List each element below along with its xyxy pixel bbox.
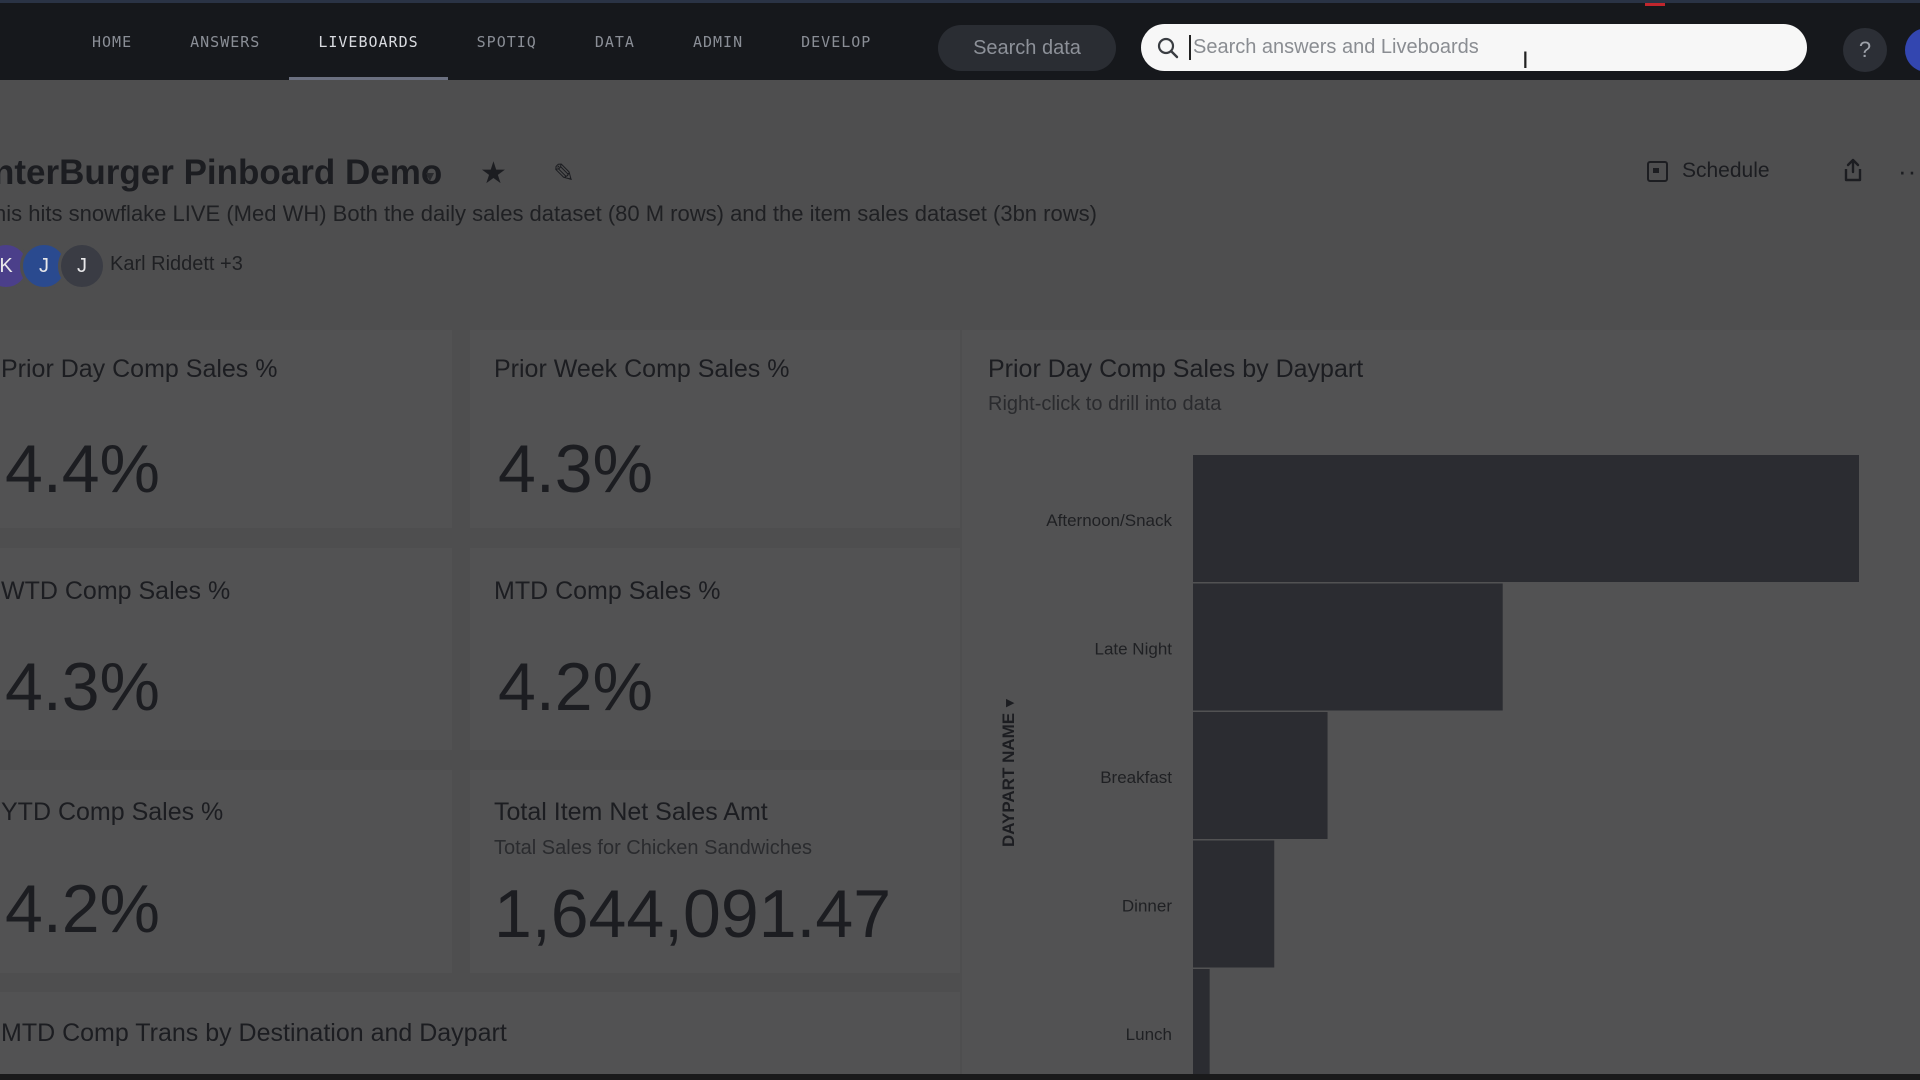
kpi-title: Prior Week Comp Sales % (494, 355, 790, 383)
search-icon (1157, 37, 1179, 58)
category-label: Late Night (1095, 640, 1173, 659)
nav-item-admin[interactable]: ADMIN (692, 32, 744, 51)
liveboard-description: his hits snowflake LIVE (Med WH) Both th… (0, 201, 1097, 226)
nav-item-answers[interactable]: ANSWERS (190, 32, 261, 51)
nav-item-home[interactable]: HOME (92, 32, 133, 51)
schedule-button[interactable]: Schedule (1647, 159, 1770, 183)
category-label: Dinner (1122, 897, 1172, 916)
daypart-bar-chart[interactable]: DAYPART NAME ▶ Afternoon/Snack Late Night Br… (962, 425, 1920, 1075)
top-nav-bar: HOME ANSWERS LIVEBOARDS SPOTIQ DATA ADMIN DEVE… (0, 0, 1920, 80)
liveboard-title: nterBurger Pinboard Demo (0, 153, 443, 192)
kpi-tile-item-net-sales[interactable]: Total Item Net Sales Amt Total Sales for… (470, 770, 960, 973)
kpi-subtitle: Total Sales for Chicken Sandwiches (494, 837, 812, 859)
y-axis-title[interactable]: DAYPART NAME (999, 713, 1018, 847)
kpi-title: Prior Day Comp Sales % (1, 355, 278, 383)
axis-sort-arrow-icon[interactable]: ▶ (1006, 697, 1015, 709)
kpi-title: WTD Comp Sales % (1, 577, 231, 605)
text-cursor-icon: I (1522, 47, 1529, 74)
kpi-value: 1,644,091.47 (494, 876, 892, 952)
kpi-tile-prior-week[interactable]: Prior Week Comp Sales % 4.3% (470, 330, 960, 528)
chart-subtitle: Right-click to drill into data (988, 393, 1222, 415)
kpi-value: 4.2% (498, 649, 653, 725)
help-button[interactable]: ? (1843, 28, 1887, 72)
nav-item-spotiq[interactable]: SPOTIQ (476, 32, 537, 51)
bar-dinner[interactable] (1193, 840, 1275, 968)
owners-text: Karl Riddett +3 (110, 253, 243, 275)
search-data-button[interactable]: Search data (938, 25, 1116, 71)
trans-by-destination-tile[interactable]: MTD Comp Trans by Destination and Daypar… (0, 992, 960, 1080)
kpi-value: 4.3% (5, 649, 160, 725)
edit-pencil-icon[interactable]: ✎ (553, 158, 575, 188)
kpi-title: YTD Comp Sales % (1, 798, 224, 826)
bar-lunch[interactable] (1193, 969, 1210, 1075)
global-search-input[interactable] (1189, 35, 1807, 60)
nav-item-develop[interactable]: DEVELOP (801, 32, 872, 51)
favorite-star-icon[interactable]: ★ (480, 157, 507, 190)
user-avatar[interactable] (1905, 28, 1920, 72)
kpi-tile-mtd[interactable]: MTD Comp Sales % 4.2% (470, 548, 960, 750)
global-search-box[interactable] (1141, 24, 1807, 71)
avatar[interactable]: J (58, 242, 106, 290)
main-nav: HOME ANSWERS LIVEBOARDS SPOTIQ DATA ADMIN DEVE… (63, 3, 900, 80)
category-label: Afternoon/Snack (1046, 511, 1172, 530)
kpi-tile-wtd[interactable]: WTD Comp Sales % 4.3% (0, 548, 452, 750)
bar-breakfast[interactable] (1193, 712, 1328, 839)
kpi-value: 4.4% (5, 431, 160, 507)
notification-mark (1645, 3, 1665, 6)
kpi-title: MTD Comp Sales % (494, 577, 721, 605)
kpi-value: 4.3% (498, 431, 653, 507)
nav-item-liveboards[interactable]: LIVEBOARDS (289, 3, 448, 80)
nav-item-data[interactable]: DATA (594, 32, 635, 51)
chart-title: Prior Day Comp Sales by Daypart (988, 355, 1364, 383)
schedule-label: Schedule (1682, 159, 1770, 182)
title-dropdown-icon[interactable]: ▼ (423, 168, 437, 184)
kpi-value: 4.2% (5, 871, 160, 947)
tile-title: MTD Comp Trans by Destination and Daypar… (1, 1019, 507, 1047)
category-label: Breakfast (1100, 768, 1172, 787)
kpi-tile-ytd[interactable]: YTD Comp Sales % 4.2% (0, 770, 452, 973)
category-label: Lunch (1126, 1025, 1172, 1044)
kpi-tile-prior-day[interactable]: Prior Day Comp Sales % 4.4% (0, 330, 452, 528)
bar-late-night[interactable] (1193, 583, 1503, 711)
collaborator-avatars[interactable]: K J J (0, 242, 106, 290)
kpi-title: Total Item Net Sales Amt (494, 798, 768, 826)
bottom-edge (0, 1074, 1920, 1080)
calendar-icon (1647, 160, 1668, 182)
more-options-button[interactable]: ··· (1898, 156, 1920, 186)
bar-afternoon-snack[interactable] (1193, 455, 1859, 582)
share-icon[interactable] (1843, 158, 1863, 182)
